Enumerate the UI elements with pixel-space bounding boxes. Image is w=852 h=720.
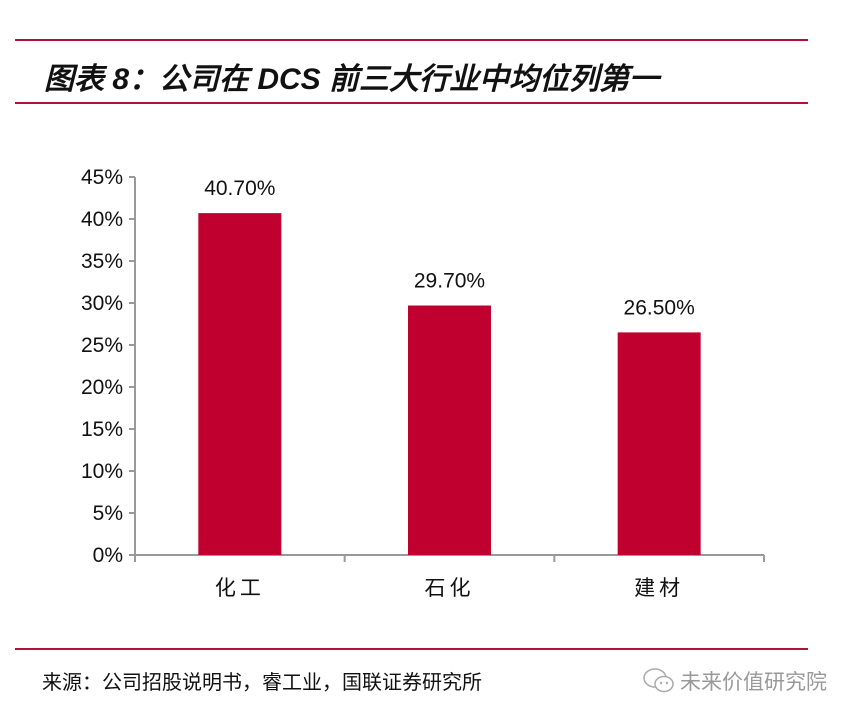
data-label: 29.70%	[414, 270, 485, 293]
source-note: 来源：公司招股说明书，睿工业，国联证券研究所	[42, 672, 482, 694]
watermark: 未来价值研究院	[642, 666, 827, 696]
y-tick-label: 20%	[81, 376, 123, 399]
y-tick-label: 30%	[81, 292, 123, 315]
chart-title: 图表 8：公司在 DCS 前三大行业中均位列第一	[44, 63, 660, 96]
y-tick-label: 35%	[81, 250, 123, 273]
data-label: 40.70%	[204, 177, 275, 200]
bar-1	[198, 213, 282, 555]
y-tick-label: 0%	[93, 544, 123, 567]
title-rule	[15, 102, 808, 104]
bar-2	[408, 305, 491, 555]
x-category-label: 石化	[425, 577, 475, 600]
y-tick-label: 5%	[93, 502, 123, 525]
wechat-icon	[643, 668, 674, 693]
y-tick-label: 25%	[81, 334, 123, 357]
bottom-rule	[15, 648, 808, 650]
watermark-text: 未来价值研究院	[680, 671, 827, 694]
data-label: 26.50%	[624, 296, 695, 319]
x-category-label: 建材	[634, 577, 684, 600]
top-rule	[15, 39, 808, 41]
y-tick-label: 45%	[81, 166, 123, 189]
y-tick-label: 40%	[81, 208, 123, 231]
y-tick-label: 10%	[81, 460, 123, 483]
x-category-label: 化工	[215, 577, 265, 600]
y-tick-label: 15%	[81, 418, 123, 441]
bar-3	[617, 332, 701, 555]
